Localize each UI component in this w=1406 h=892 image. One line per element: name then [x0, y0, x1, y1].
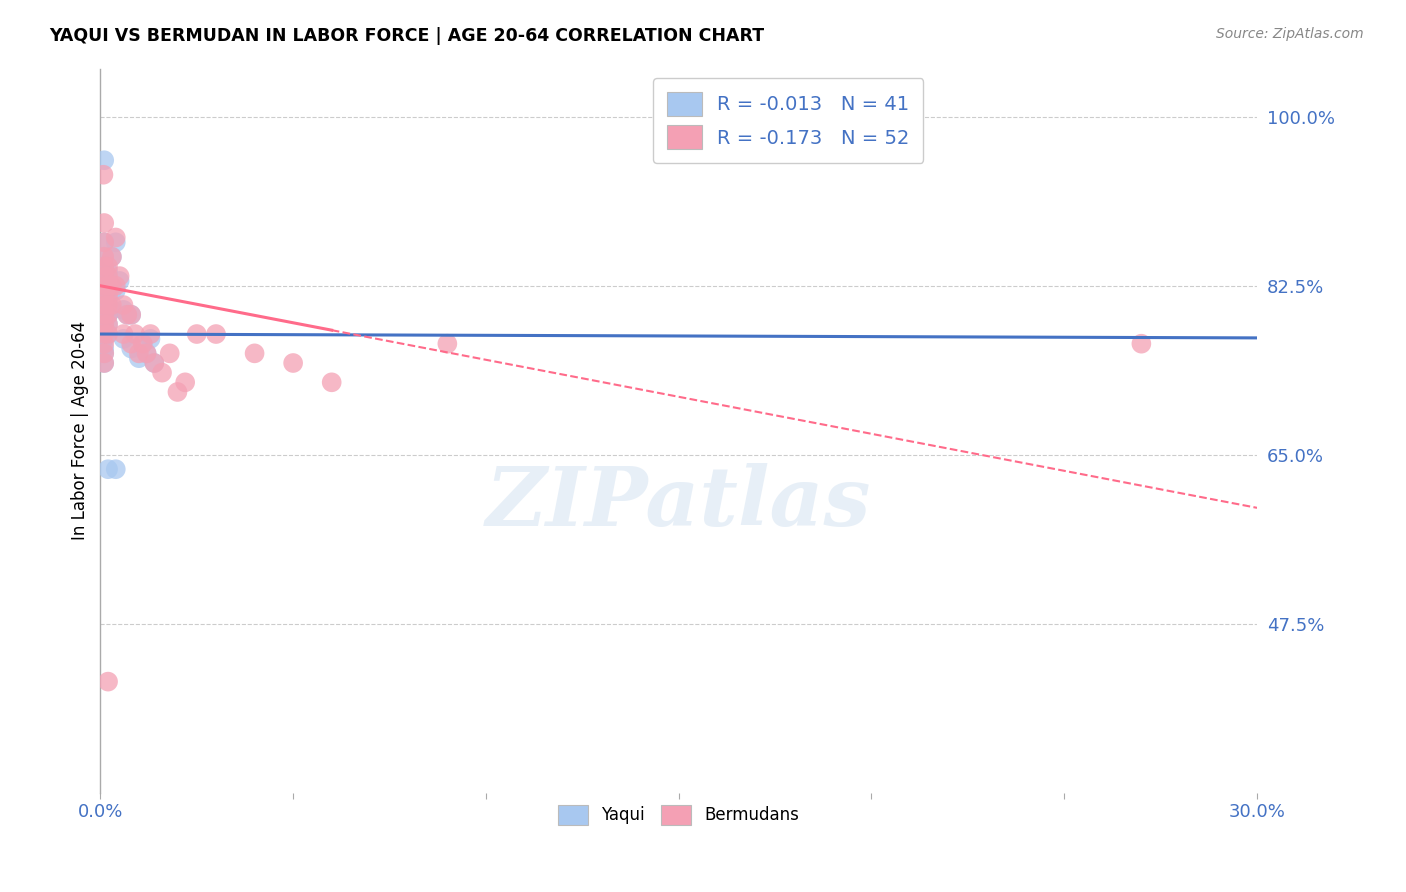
Point	[128, 351, 150, 366]
Point	[135, 346, 157, 360]
Point	[104, 462, 127, 476]
Point	[93, 260, 115, 274]
Point	[93, 298, 115, 312]
Point	[97, 264, 120, 278]
Point	[97, 308, 120, 322]
Point	[104, 230, 127, 244]
Point	[97, 302, 120, 317]
Point	[112, 302, 135, 317]
Point	[93, 288, 115, 302]
Point	[243, 346, 266, 360]
Point	[186, 326, 208, 341]
Point	[101, 250, 124, 264]
Point	[93, 153, 115, 168]
Point	[108, 274, 131, 288]
Point	[97, 288, 120, 302]
Point	[93, 260, 115, 274]
Point	[97, 293, 120, 308]
Point	[101, 250, 124, 264]
Point	[97, 674, 120, 689]
Point	[97, 269, 120, 284]
Point	[112, 298, 135, 312]
Point	[97, 284, 120, 298]
Point	[135, 346, 157, 360]
Y-axis label: In Labor Force | Age 20-64: In Labor Force | Age 20-64	[72, 321, 89, 541]
Point	[120, 342, 142, 356]
Point	[139, 326, 162, 341]
Point	[93, 326, 115, 341]
Text: Source: ZipAtlas.com: Source: ZipAtlas.com	[1216, 27, 1364, 41]
Point	[93, 250, 115, 264]
Point	[97, 462, 120, 476]
Point	[97, 308, 120, 322]
Point	[159, 346, 181, 360]
Point	[120, 308, 142, 322]
Point	[93, 346, 115, 360]
Point	[104, 278, 127, 293]
Point	[93, 326, 115, 341]
Text: YAQUI VS BERMUDAN IN LABOR FORCE | AGE 20-64 CORRELATION CHART: YAQUI VS BERMUDAN IN LABOR FORCE | AGE 2…	[49, 27, 765, 45]
Point	[150, 366, 173, 380]
Point	[97, 260, 120, 274]
Point	[93, 342, 115, 356]
Point	[281, 356, 304, 370]
Point	[436, 336, 458, 351]
Point	[143, 356, 166, 370]
Point	[108, 269, 131, 284]
Point	[321, 376, 343, 390]
Point	[97, 278, 120, 293]
Point	[104, 284, 127, 298]
Point	[117, 308, 139, 322]
Point	[93, 235, 115, 250]
Point	[93, 278, 115, 293]
Point	[97, 274, 120, 288]
Point	[104, 235, 127, 250]
Point	[93, 298, 115, 312]
Point	[93, 216, 115, 230]
Point	[97, 326, 120, 341]
Point	[120, 336, 142, 351]
Point	[101, 302, 124, 317]
Point	[93, 278, 115, 293]
Point	[132, 336, 155, 351]
Point	[97, 318, 120, 332]
Point	[174, 376, 197, 390]
Point	[120, 308, 142, 322]
Point	[93, 356, 115, 370]
Point	[112, 332, 135, 346]
Point	[93, 250, 115, 264]
Point	[128, 346, 150, 360]
Point	[93, 356, 115, 370]
Point	[93, 318, 115, 332]
Point	[132, 336, 155, 351]
Point	[101, 278, 124, 293]
Point	[93, 308, 115, 322]
Point	[97, 318, 120, 332]
Point	[93, 288, 115, 302]
Point	[112, 326, 135, 341]
Point	[93, 336, 115, 351]
Point	[97, 298, 120, 312]
Point	[93, 269, 115, 284]
Point	[143, 356, 166, 370]
Point	[93, 308, 115, 322]
Point	[1130, 336, 1153, 351]
Point	[101, 284, 124, 298]
Point	[93, 318, 115, 332]
Point	[139, 332, 162, 346]
Point	[93, 269, 115, 284]
Point	[97, 326, 120, 341]
Point	[93, 168, 115, 182]
Point	[93, 332, 115, 346]
Point	[117, 308, 139, 322]
Point	[101, 298, 124, 312]
Point	[124, 326, 146, 341]
Point	[205, 326, 228, 341]
Point	[93, 235, 115, 250]
Legend: Yaqui, Bermudans: Yaqui, Bermudans	[548, 795, 810, 835]
Point	[166, 384, 188, 399]
Point	[93, 346, 115, 360]
Text: ZIPatlas: ZIPatlas	[486, 463, 872, 543]
